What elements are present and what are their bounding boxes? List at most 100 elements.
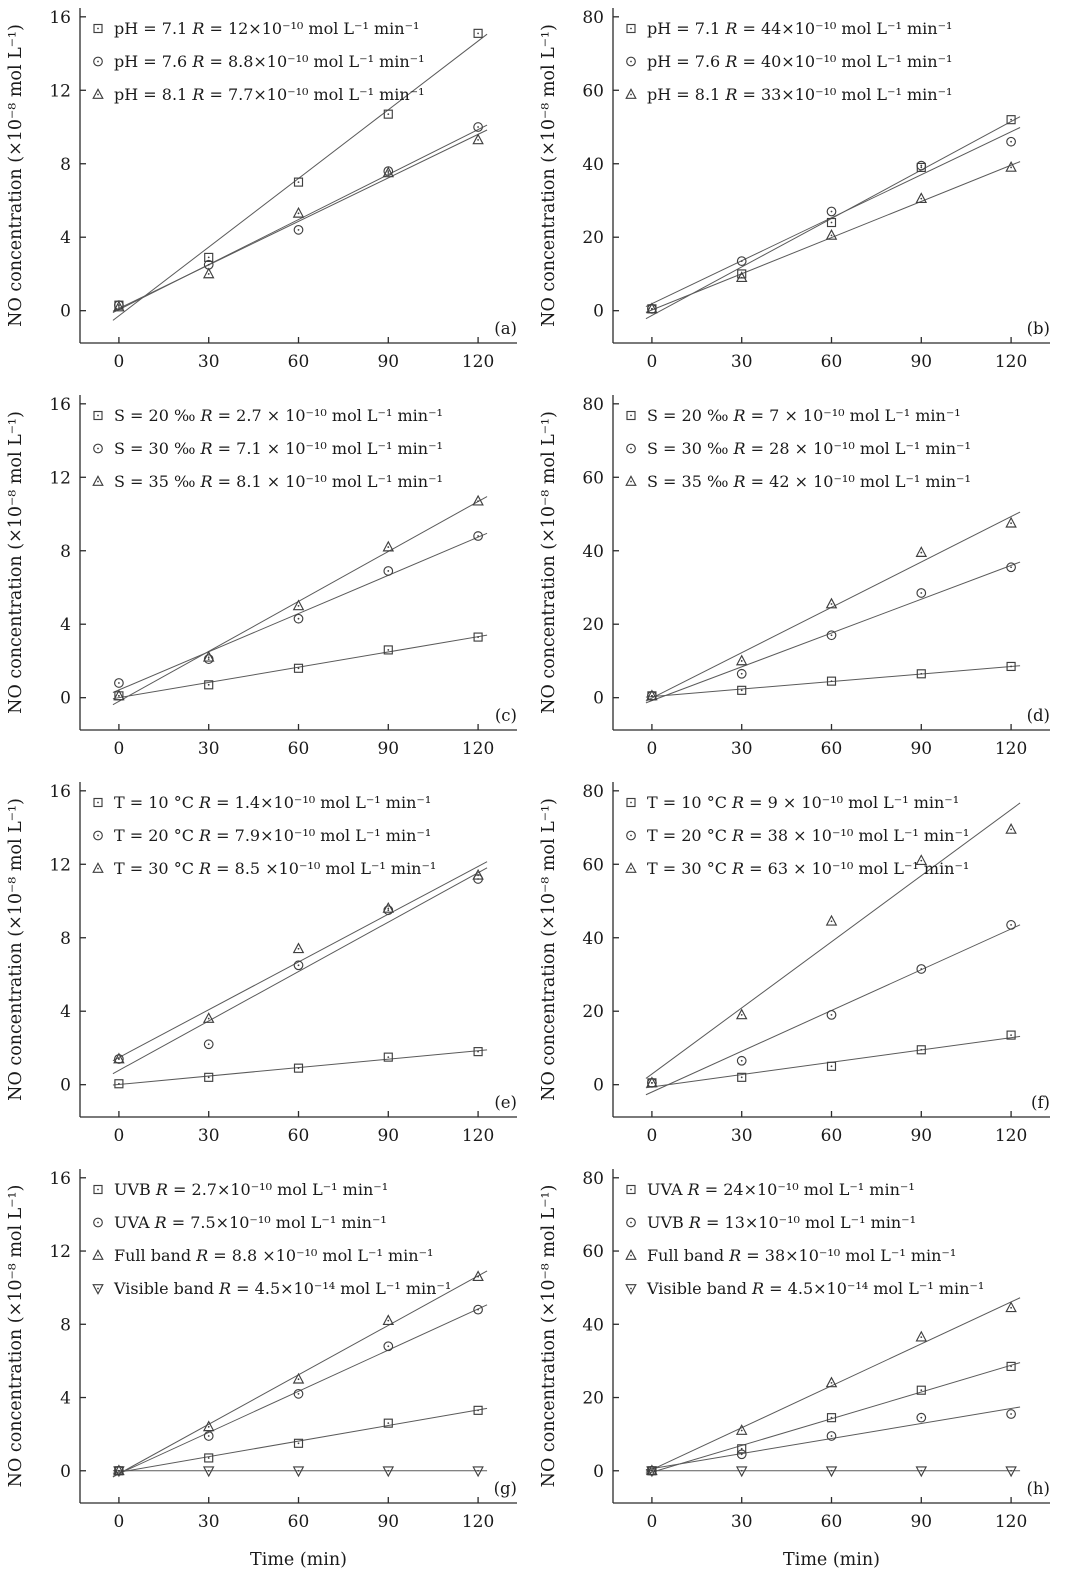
triangle-down-marker xyxy=(1005,1466,1017,1478)
square-marker xyxy=(737,1072,747,1082)
y-axis-label: NO concentration (×10⁻⁸ mol L⁻¹) xyxy=(539,798,559,1101)
marker-center-dot xyxy=(830,234,833,237)
y-tick-label: 0 xyxy=(593,302,604,322)
marker-center-dot xyxy=(830,1469,833,1472)
fit-line xyxy=(112,33,488,321)
marker-center-dot xyxy=(830,1381,833,1384)
panel-a: 0 4 8 12 16 0 30 60 90 120 NO concentration (×10⁻⁸… xyxy=(0,0,533,387)
panel-d: 0 20 40 60 80 0 30 60 90 120 NO concentration (×10… xyxy=(533,387,1066,774)
triangle-up-marker xyxy=(472,868,484,880)
circle-marker xyxy=(736,256,747,266)
triangle-up-marker xyxy=(825,597,838,609)
marker-center-dot xyxy=(477,535,479,537)
x-tick-label: 60 xyxy=(288,352,310,372)
x-tick-label: 120 xyxy=(995,739,1027,759)
circle-marker xyxy=(473,122,483,132)
x-tick-label: 0 xyxy=(646,739,657,759)
fit-line xyxy=(112,496,488,706)
marker-center-dot xyxy=(740,1059,743,1062)
fit-line xyxy=(112,532,488,693)
legend-entry: S = 20 ‰ R = 7 × 10⁻¹⁰ mol L⁻¹ min⁻¹ xyxy=(647,406,961,425)
legend-entry: S = 20 ‰ R = 2.7 × 10⁻¹⁰ mol L⁻¹ min⁻¹ xyxy=(114,406,443,425)
legend-entry: T = 10 °C R = 9 × 10⁻¹⁰ mol L⁻¹ min⁻¹ xyxy=(647,793,959,812)
marker-center-dot xyxy=(740,260,743,262)
y-tick-label: 4 xyxy=(60,1389,71,1409)
marker-center-dot xyxy=(830,1416,833,1419)
marker-center-dot xyxy=(630,27,632,30)
marker-center-dot xyxy=(97,414,99,417)
marker-center-dot xyxy=(297,212,300,215)
panel-c: 0 4 8 12 16 0 30 60 90 120 NO concentration (×10⁻⁸… xyxy=(0,387,533,774)
marker-center-dot xyxy=(830,210,833,213)
square-marker xyxy=(93,23,103,34)
marker-center-dot xyxy=(477,1409,479,1412)
y-tick-label: 12 xyxy=(49,81,71,101)
marker-center-dot xyxy=(97,1254,99,1257)
triangle-up-marker xyxy=(292,599,305,611)
marker-center-dot xyxy=(118,682,120,684)
marker-center-dot xyxy=(1010,1365,1012,1368)
marker-center-dot xyxy=(297,947,300,950)
marker-center-dot xyxy=(630,834,632,837)
marker-center-dot xyxy=(97,834,99,837)
panel-tag: (b) xyxy=(1027,319,1050,338)
square-marker xyxy=(1006,115,1016,125)
triangle-up-marker xyxy=(1005,516,1017,528)
x-tick-label: 120 xyxy=(995,352,1027,372)
triangle-up-marker xyxy=(735,1008,748,1020)
marker-center-dot xyxy=(207,273,210,275)
panel-tag: (h) xyxy=(1026,1479,1050,1498)
marker-center-dot xyxy=(1010,118,1012,121)
triangle-up-marker xyxy=(646,1464,658,1476)
y-tick-label: 20 xyxy=(582,615,604,635)
marker-center-dot xyxy=(97,801,99,804)
marker-center-dot xyxy=(740,276,743,279)
marker-center-dot xyxy=(477,1469,479,1472)
panel-b-canvas: 0 20 40 60 80 0 30 60 90 120 NO concentration (×10… xyxy=(539,8,1050,372)
y-tick-label: 20 xyxy=(582,228,604,248)
marker-center-dot xyxy=(97,867,99,870)
circle-marker xyxy=(1006,920,1016,930)
y-tick-label: 0 xyxy=(60,302,71,322)
marker-center-dot xyxy=(387,170,390,172)
circle-marker xyxy=(916,588,927,598)
marker-center-dot xyxy=(630,1287,632,1290)
marker-center-dot xyxy=(387,1345,390,1348)
marker-center-dot xyxy=(740,1429,743,1432)
legend-entry: pH = 7.1 R = 44×10⁻¹⁰ mol L⁻¹ min⁻¹ xyxy=(647,19,952,38)
circle-marker xyxy=(916,160,927,171)
circle-marker xyxy=(293,1388,304,1399)
legend-entry: T = 20 °C R = 7.9×10⁻¹⁰ mol L⁻¹ min⁻¹ xyxy=(114,826,431,845)
circle-marker xyxy=(293,613,304,624)
panel-b: 0 20 40 60 80 0 30 60 90 120 NO concentration (×10… xyxy=(533,0,1066,387)
marker-center-dot xyxy=(651,1081,653,1084)
triangle-up-marker xyxy=(1005,160,1017,172)
circle-marker xyxy=(383,566,394,576)
triangle-down-marker xyxy=(382,1466,395,1478)
y-axis-label: NO concentration (×10⁻⁸ mol L⁻¹) xyxy=(6,411,26,714)
square-marker xyxy=(1006,661,1016,672)
triangle-up-marker xyxy=(735,1424,748,1435)
y-axis-label: NO concentration (×10⁻⁸ mol L⁻¹) xyxy=(6,798,26,1101)
square-marker xyxy=(93,410,103,421)
marker-center-dot xyxy=(387,649,390,651)
legend-entry: pH = 8.1 R = 33×10⁻¹⁰ mol L⁻¹ min⁻¹ xyxy=(647,85,952,104)
panel-h-canvas: 0 20 40 60 80 0 30 60 90 120 NO concentration (×10… xyxy=(539,1169,1050,1570)
triangle-up-marker xyxy=(292,1372,305,1384)
triangle-up-marker xyxy=(646,689,658,701)
triangle-down-marker xyxy=(113,1466,125,1478)
circle-marker xyxy=(736,1449,747,1460)
fit-line xyxy=(645,1362,1021,1475)
y-tick-label: 8 xyxy=(60,542,71,562)
marker-center-dot xyxy=(297,1442,300,1445)
square-marker xyxy=(826,217,837,228)
square-marker xyxy=(626,1184,636,1195)
y-tick-label: 80 xyxy=(582,395,604,415)
marker-center-dot xyxy=(920,672,923,675)
fit-line xyxy=(645,802,1021,1079)
circle-marker xyxy=(203,1039,214,1050)
square-marker xyxy=(626,797,636,808)
fit-line xyxy=(645,511,1021,702)
circle-marker xyxy=(293,960,304,971)
square-marker xyxy=(737,1444,747,1454)
